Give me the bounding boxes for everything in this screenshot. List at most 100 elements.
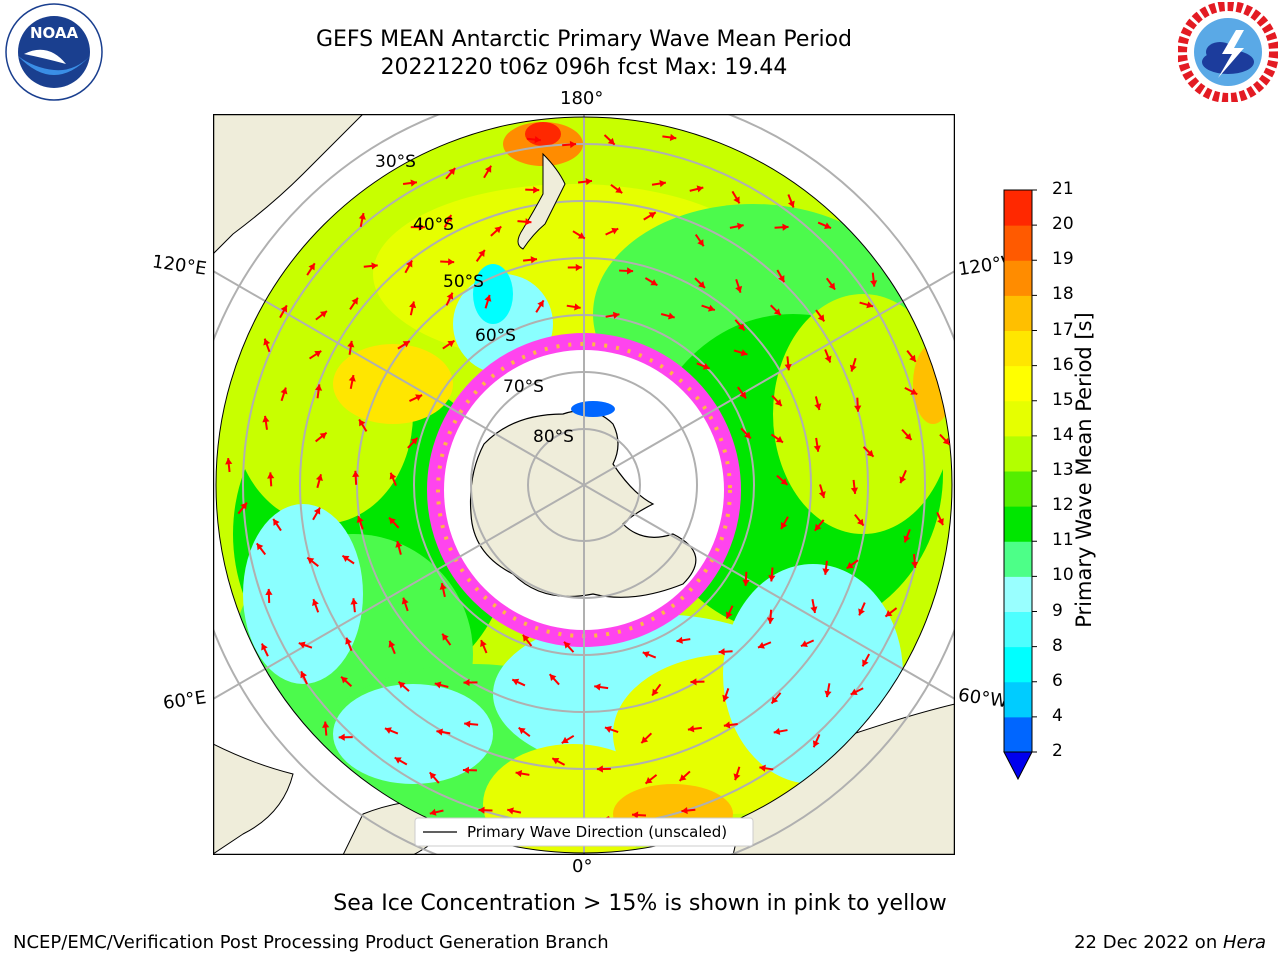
wave-direction-arrowhead	[522, 634, 530, 642]
wave-direction-arrowhead	[911, 561, 919, 568]
wave-direction-arrowhead	[507, 807, 514, 815]
colorbar-extend-triangle	[1003, 751, 1033, 781]
wave-direction-arrowhead	[307, 557, 315, 565]
wave-direction-arrowhead	[735, 285, 743, 293]
wave-direction-arrowhead	[904, 433, 912, 440]
wave-direction-arrowhead	[464, 720, 471, 728]
wave-direction-arrowhead	[824, 355, 832, 363]
wave-direction-arrowhead	[862, 659, 869, 667]
colorbar-tick-label: 6	[1052, 670, 1063, 691]
wave-direction-arrowhead	[561, 736, 569, 744]
wave-direction-arrowhead	[725, 611, 733, 619]
wave-direction-arrowhead	[800, 640, 808, 647]
wave-direction-arrowhead	[774, 399, 782, 406]
wave-direction-arrowhead	[494, 226, 502, 234]
wave-direction-arrowhead	[300, 671, 307, 679]
wave-direction-arrowhead	[676, 636, 683, 644]
wave-direction-arrowhead	[564, 641, 571, 649]
wave-direction-arrowhead	[478, 806, 485, 814]
wave-direction-arrowhead	[648, 212, 656, 219]
wave-direction-arrowhead	[784, 363, 792, 371]
wave-direction-arrowhead	[577, 232, 585, 239]
colorbar-tick-label: 19	[1052, 249, 1074, 270]
wave-direction-arrowhead	[352, 470, 360, 478]
wave-direction-arrowhead	[525, 218, 532, 226]
wave-direction-arrowhead	[442, 633, 449, 641]
colorbar-tick-label: 21	[1052, 179, 1074, 199]
lon-label-60e: 60°E	[161, 687, 208, 714]
colorbar-segment	[1004, 295, 1032, 331]
colorbar-tick-label: 9	[1052, 600, 1063, 621]
wave-direction-arrowhead	[778, 275, 785, 283]
wave-direction-arrowhead	[273, 518, 280, 526]
lat-label-50s: 50°S	[443, 272, 484, 292]
wave-direction-arrowhead	[733, 773, 741, 781]
wave-direction-arrowhead	[659, 179, 666, 188]
wave-direction-arrowhead	[909, 354, 916, 362]
wave-direction-arrowhead	[280, 387, 288, 395]
wave-direction-arrowhead	[723, 721, 731, 729]
wave-direction-arrowhead	[585, 177, 593, 186]
colorbar-tick-label: 10	[1052, 565, 1074, 586]
wave-direction-arrowhead	[850, 487, 859, 494]
wave-direction-arrowhead	[641, 736, 649, 744]
noaa-logo: NOAA	[5, 3, 103, 101]
lat-label-70s: 70°S	[503, 377, 544, 397]
wave-direction-arrowhead	[347, 340, 355, 348]
wave-direction-arrowhead	[858, 608, 865, 616]
wave-direction-arrowhead	[388, 640, 396, 648]
wave-direction-arrowhead	[319, 432, 327, 440]
wave-direction-arrowhead	[771, 696, 779, 704]
wave-direction-arrowhead	[315, 474, 323, 482]
colorbar-tick-label: 14	[1052, 424, 1074, 445]
wave-direction-arrowhead	[415, 394, 423, 401]
wave-direction-arrowhead	[780, 522, 788, 530]
colorbar-tick-label: 18	[1052, 284, 1074, 305]
colorbar-tick-label: 4	[1052, 705, 1063, 726]
wave-direction-arrowhead	[903, 535, 911, 543]
wave-direction-arrowhead	[849, 364, 857, 372]
wave-direction-arrowhead	[611, 227, 619, 235]
wave-direction-arrowhead	[512, 678, 520, 686]
wave-direction-arrowhead	[812, 740, 820, 748]
colorbar-tick-label: 2	[1052, 741, 1063, 761]
wave-direction-arrowhead	[575, 263, 582, 272]
wave-direction-arrowhead	[776, 436, 784, 443]
colorbar-segment	[1004, 681, 1032, 718]
wave-direction-arrowhead	[722, 694, 730, 702]
colorbar-tick-label: 11	[1052, 530, 1074, 551]
colorbar-segment	[1004, 506, 1032, 542]
colorbar-tick-label: 20	[1052, 214, 1074, 235]
wave-direction-arrowhead	[702, 362, 710, 370]
wave-direction-arrowhead	[314, 350, 322, 358]
wave-direction-arrowhead	[348, 375, 356, 382]
wave-direction-arrowhead	[696, 185, 704, 193]
wave-direction-arrowhead	[733, 196, 740, 204]
wave-direction-arrowhead	[817, 314, 825, 322]
wave-direction-arrowhead	[768, 575, 776, 582]
wave-direction-arrowhead	[780, 478, 788, 485]
wave-direction-arrowhead	[410, 437, 418, 445]
colorbar-segment	[1004, 225, 1032, 261]
wave-direction-arrowhead	[384, 727, 392, 734]
wave-direction-arrowhead	[406, 260, 413, 268]
noaa-logo-text: NOAA	[30, 24, 79, 42]
wave-direction-arrowhead	[814, 403, 822, 410]
wave-direction-arrowhead	[757, 641, 765, 649]
wave-direction-arrowhead	[402, 341, 410, 348]
wave-direction-arrowhead	[398, 681, 406, 689]
wave-direction-arrowhead	[322, 721, 330, 728]
wave-direction-arrowhead	[740, 349, 748, 357]
wave-direction-arrowhead	[642, 651, 650, 658]
wave-direction-arrowhead	[389, 472, 397, 480]
wave-direction-arrowhead	[615, 186, 623, 194]
wave-direction-arrowhead	[854, 405, 862, 412]
wave-direction-arrowhead	[810, 606, 818, 613]
wave-direction-arrowhead	[759, 764, 766, 772]
wave-direction-arrowhead	[298, 641, 306, 649]
wave-direction-arrowhead	[737, 222, 744, 230]
map-legend: Primary Wave Direction (unscaled)	[414, 817, 754, 847]
wave-direction-arrowhead	[650, 279, 658, 286]
colorbar-segment	[1004, 435, 1032, 472]
wave-direction-arrowhead	[846, 562, 854, 569]
